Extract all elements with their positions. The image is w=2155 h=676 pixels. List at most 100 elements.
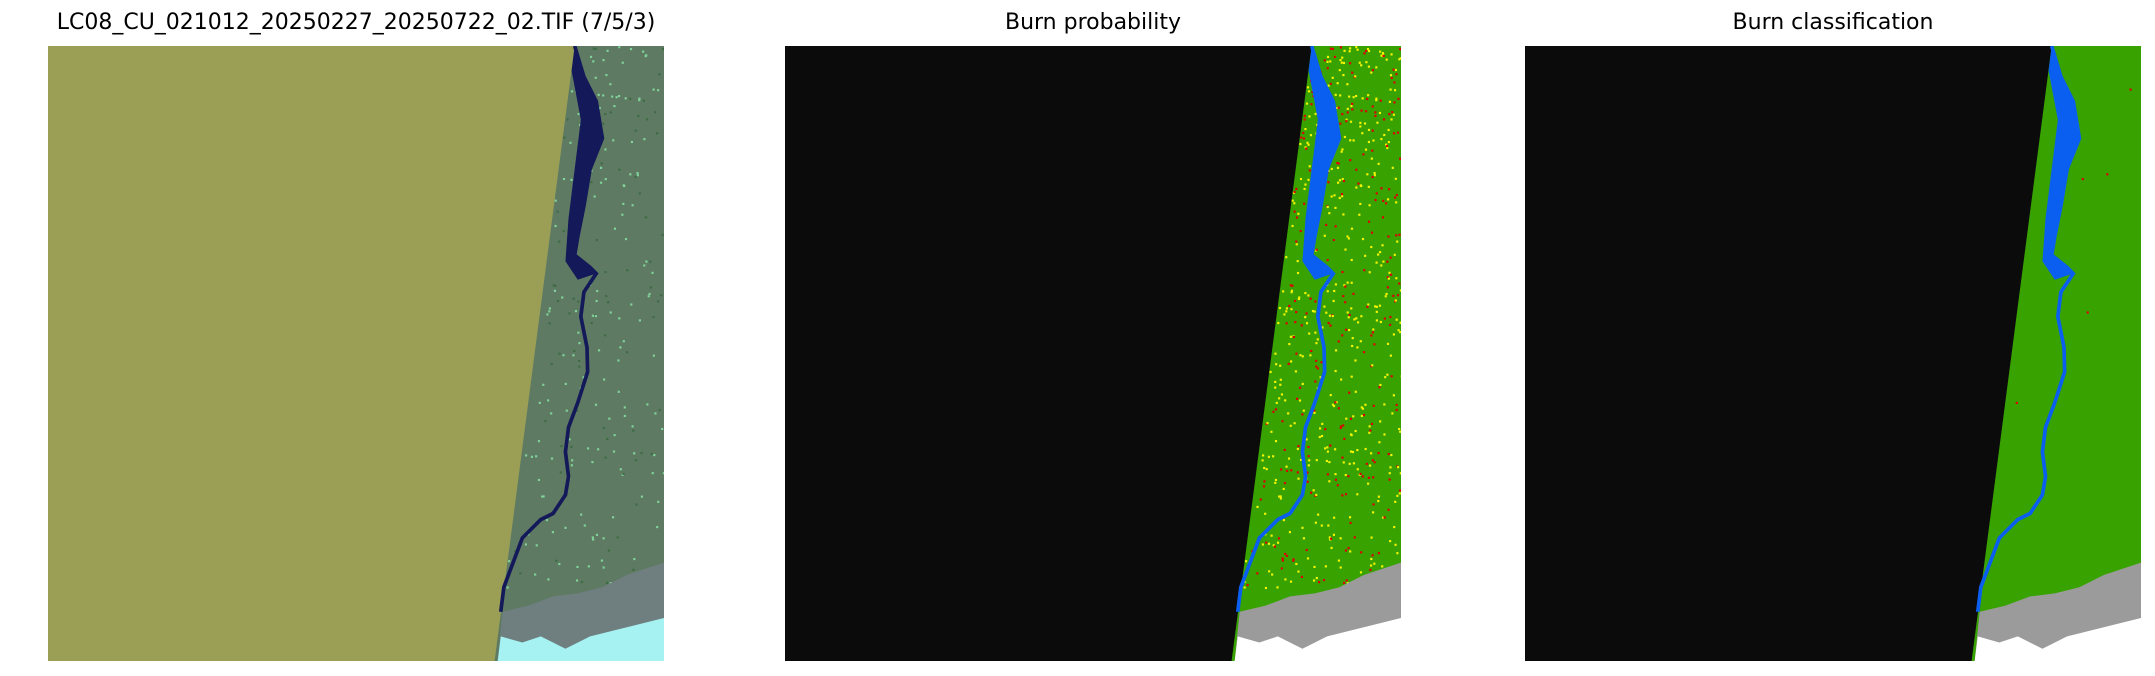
burn-pixel — [1328, 212, 1331, 215]
burn-pixel — [1299, 142, 1302, 146]
burn-pixel — [1292, 558, 1295, 561]
burn-pixel — [1346, 281, 1349, 284]
burn-pixel — [1377, 499, 1380, 503]
burn-pixel — [1390, 453, 1393, 457]
burn-pixel — [1339, 46, 1342, 49]
burn-pixel — [1315, 248, 1318, 251]
burn-pixel — [560, 444, 563, 448]
burn-pixel — [1334, 369, 1337, 373]
burn-pixel — [1388, 271, 1391, 274]
burn-pixel — [1396, 240, 1399, 243]
burn-pixel — [1327, 181, 1330, 184]
burn-pixel — [572, 354, 575, 357]
burn-pixel — [1267, 455, 1270, 458]
burn-pixel — [1345, 328, 1348, 331]
burn-pixel — [1336, 161, 1339, 165]
burn-pixel — [1398, 58, 1401, 61]
burn-pixel — [576, 565, 579, 569]
burn-pixel — [1263, 480, 1266, 483]
burn-pixel — [656, 89, 660, 92]
burn-pixel — [1303, 187, 1306, 191]
burn-pixel — [1387, 128, 1390, 132]
burn-pixel — [642, 50, 645, 53]
burn-pixel — [1282, 519, 1285, 522]
burn-pixel — [1373, 343, 1376, 346]
burn-pixel — [1285, 307, 1288, 310]
burn-pixel — [1349, 120, 1353, 123]
burn-pixel — [1394, 299, 1397, 302]
burn-pixel — [1343, 437, 1346, 440]
burn-pixel — [1326, 259, 1329, 262]
burn-pixel — [1340, 150, 1343, 153]
burn-pixel — [1334, 448, 1337, 451]
burn-pixel — [550, 362, 553, 365]
burn-pixel — [1288, 304, 1291, 308]
burn-pixel — [1396, 131, 1400, 134]
burn-pixel — [514, 550, 517, 553]
burn-pixel — [1287, 457, 1291, 460]
burn-pixel — [1350, 258, 1353, 262]
burn-pixel — [1338, 196, 1341, 200]
burn-pixel — [1352, 415, 1355, 418]
burn-pixel — [1332, 299, 1335, 303]
burn-pixel — [661, 427, 664, 431]
burn-pixel — [1381, 52, 1385, 55]
burn-pixel — [591, 314, 594, 317]
burn-pixel — [1387, 198, 1390, 201]
burn-pixel — [556, 299, 560, 303]
burn-pixel — [1383, 516, 1386, 519]
burn-pixel — [1261, 459, 1264, 462]
burn-pixel — [1349, 550, 1352, 553]
burn-pixel — [616, 536, 619, 539]
burn-pixel — [1308, 165, 1311, 168]
burn-pixel — [1336, 82, 1339, 85]
burn-pixel — [1285, 554, 1288, 557]
burn-pixel — [555, 559, 558, 562]
burn-pixel — [622, 202, 625, 205]
burn-pixel — [1388, 100, 1391, 103]
burn-pixel — [654, 111, 657, 114]
burn-pixel — [1368, 204, 1371, 207]
burn-pixel — [1317, 580, 1321, 584]
burn-pixel — [1344, 285, 1347, 288]
burn-pixel — [1329, 444, 1332, 447]
burn-pixel — [1323, 305, 1326, 308]
burn-pixel — [1327, 524, 1330, 527]
burn-pixel — [1350, 227, 1354, 230]
burn-pixel — [1326, 446, 1329, 449]
burn-pixel — [1262, 454, 1265, 457]
burn-pixel — [1322, 579, 1326, 582]
burn-pixel — [640, 452, 643, 455]
burn-pixel — [1308, 169, 1311, 172]
burn-pixel — [1388, 188, 1391, 191]
burn-pixel — [1359, 340, 1362, 343]
burn-pixel — [1344, 473, 1347, 477]
burn-pixel — [1346, 311, 1349, 314]
burn-pixel — [652, 354, 655, 357]
burn-pixel — [558, 240, 561, 243]
burn-pixel — [1367, 185, 1370, 188]
burn-pixel — [1280, 393, 1284, 396]
burn-pixel — [558, 352, 561, 355]
burn-pixel — [1385, 202, 1388, 205]
burn-pixel — [1281, 557, 1284, 560]
burn-pixel — [563, 136, 566, 139]
burn-pixel — [1359, 125, 1362, 128]
burn-pixel — [629, 48, 633, 51]
burn-pixel — [1394, 68, 1397, 72]
burn-pixel — [1387, 508, 1390, 511]
burn-pixel — [1361, 132, 1364, 135]
burn-pixel — [1273, 545, 1276, 548]
burn-pixel — [1305, 147, 1308, 150]
burn-pixel — [1334, 478, 1337, 481]
burn-pixel — [1382, 118, 1386, 121]
burn-pixel — [1295, 562, 1298, 566]
burn-pixel — [1362, 413, 1366, 417]
burn-pixel — [605, 73, 608, 77]
burn-pixel — [1380, 187, 1383, 190]
burn-pixel — [657, 300, 660, 303]
burn-pixel — [1367, 303, 1370, 306]
burn-pixel — [650, 452, 653, 456]
burn-pixel — [1367, 482, 1370, 485]
burn-pixel — [1306, 480, 1309, 483]
